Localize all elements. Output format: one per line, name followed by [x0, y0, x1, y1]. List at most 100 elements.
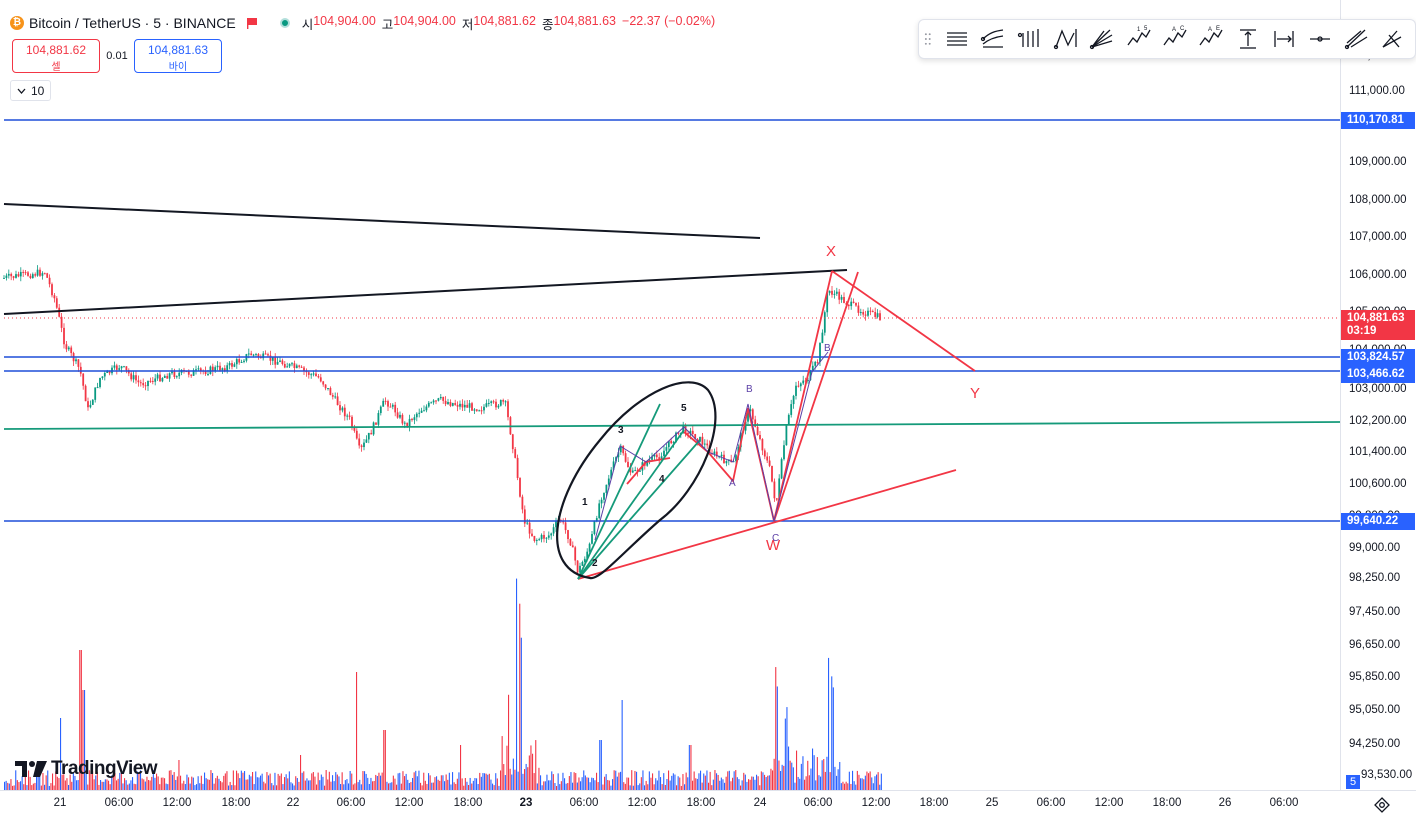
candle-body	[463, 404, 466, 408]
volume-bar	[661, 784, 663, 790]
volume-bar	[716, 773, 718, 790]
volume-bar	[332, 775, 334, 790]
volume-bar	[20, 781, 22, 790]
candle-body	[379, 406, 382, 414]
date-range-tool[interactable]	[1270, 24, 1299, 54]
volume-bar	[800, 763, 802, 790]
candle-body	[473, 409, 476, 411]
time-tick: 06:00	[336, 797, 366, 809]
time-tick: 18:00	[686, 797, 716, 809]
volume-bar	[226, 771, 228, 790]
sell-button[interactable]: 104,881.62 셀	[12, 39, 100, 73]
candle-body	[715, 451, 718, 457]
candle-body	[751, 409, 754, 420]
candle-body	[874, 312, 877, 317]
buy-button[interactable]: 104,881.63 바이	[134, 39, 222, 73]
time-axis[interactable]: 21 06:00 12:00 18:00 22 06:00 12:00 18:0…	[0, 790, 1416, 823]
volume-bar	[492, 783, 494, 790]
candle-body	[231, 363, 233, 367]
volume-bar	[796, 750, 798, 790]
candle-body	[307, 372, 310, 375]
line-tool[interactable]	[1306, 24, 1335, 54]
candle-body	[300, 366, 303, 368]
elliott-wave-lines[interactable]	[594, 351, 829, 541]
candle-body	[543, 534, 545, 539]
volume-bar	[100, 780, 102, 790]
candle-body	[12, 276, 15, 278]
candle-body	[797, 385, 800, 387]
volume-bar	[866, 771, 868, 790]
candle-body	[819, 343, 821, 363]
volume-bar	[452, 772, 454, 790]
volume-bar	[658, 770, 660, 790]
fib-fan-drawing[interactable]	[577, 403, 701, 580]
zigzag-tool[interactable]	[1052, 24, 1081, 54]
volume-bar	[440, 775, 442, 790]
chart-area[interactable]: X Y W 1 2 3 4 5 A B C B	[0, 0, 1340, 790]
volume-bar	[95, 775, 97, 790]
candle-body	[343, 407, 346, 417]
volume-bar	[752, 776, 754, 790]
volume-bar	[655, 778, 657, 790]
hand-drawn-ellipse[interactable]	[556, 381, 717, 580]
red-wave-drawing[interactable]	[577, 270, 976, 580]
candle-body	[5, 275, 8, 278]
candle-body	[785, 425, 788, 446]
volume-bar	[680, 785, 682, 790]
teal-trendline[interactable]	[3, 421, 1340, 430]
volume-bar	[300, 755, 302, 790]
parallel-channel-tool[interactable]	[979, 24, 1008, 54]
gear-icon[interactable]	[1374, 797, 1390, 813]
volume-bar	[301, 772, 303, 790]
vertical-bars-tool[interactable]	[1015, 24, 1044, 54]
candle-body	[456, 404, 459, 407]
candle-body	[828, 290, 831, 294]
volume-bar	[877, 772, 879, 790]
volume-bar	[221, 782, 223, 790]
candle-body	[3, 277, 5, 279]
price-range-tool[interactable]	[1233, 24, 1262, 54]
candle-body	[53, 295, 56, 299]
market-status-icon[interactable]	[279, 18, 290, 28]
volume-bar	[77, 780, 79, 790]
symbol-title[interactable]: Bitcoin / TetherUS · 5 · BINANCE	[29, 15, 236, 31]
black-trendline-lower[interactable]	[3, 269, 848, 315]
volume-bar	[296, 778, 298, 790]
flag-icon[interactable]	[246, 17, 258, 29]
candle-body	[279, 360, 281, 362]
candle-body	[840, 296, 843, 300]
candle-body	[168, 373, 171, 379]
volume-bar	[626, 777, 628, 790]
indicator-collapse-button[interactable]: 10	[10, 80, 52, 101]
chart-canvas[interactable]: X Y W 1 2 3 4 5 A B C B	[0, 0, 1340, 790]
price-axis[interactable]: 111,000.00 109,000.00 108,000.00 107,000…	[1340, 0, 1416, 790]
volume-bar	[532, 753, 534, 790]
volume-bar	[520, 637, 522, 790]
candle-body	[327, 388, 329, 390]
time-tick: 18:00	[221, 797, 251, 809]
volume-bar	[706, 770, 708, 790]
volume-bar	[164, 778, 166, 790]
fib-fan-tool[interactable]	[1088, 24, 1117, 54]
pitchfork-tool[interactable]	[1342, 24, 1371, 54]
candle-body	[451, 403, 454, 406]
volume-bar	[180, 775, 182, 790]
candle-body	[595, 518, 598, 522]
candle-body	[759, 434, 761, 440]
volume-bar	[692, 780, 694, 790]
volume-bar	[31, 785, 33, 790]
volume-bar	[812, 748, 814, 790]
black-trendline-upper[interactable]	[3, 203, 761, 239]
candle-body	[113, 365, 116, 368]
grip-icon[interactable]	[923, 30, 933, 48]
volume-bar	[650, 777, 652, 790]
horizontal-lines-tool[interactable]	[943, 24, 972, 54]
candle-body	[70, 347, 73, 354]
volume-bar	[146, 776, 148, 790]
more-tools[interactable]	[1379, 24, 1408, 54]
volume-bar	[831, 676, 833, 790]
